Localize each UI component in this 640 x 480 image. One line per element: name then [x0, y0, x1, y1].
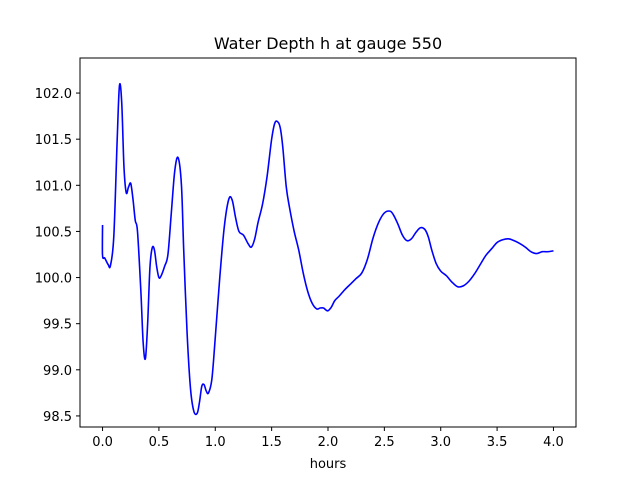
- x-tick-label: 1.0: [205, 435, 226, 450]
- series-line: [101, 82, 554, 416]
- chart-title: Water Depth h at gauge 550: [214, 34, 442, 53]
- y-tick-label: 99.5: [43, 318, 72, 333]
- x-tick-label: 0.5: [149, 435, 170, 450]
- y-tick-label: 100.5: [35, 225, 72, 240]
- y-axis: 98.5 99.0 99.5 100.0 100.5 101.0 101.5 102.0: [35, 87, 80, 425]
- plot-area: [101, 82, 554, 416]
- x-tick-label: 3.0: [430, 435, 451, 450]
- x-axis: 0.0 0.5 1.0 1.5 2.0 2.5 3.0 3.5 4.0: [92, 427, 564, 450]
- y-tick-label: 99.0: [43, 364, 72, 379]
- y-tick-label: 98.5: [43, 410, 72, 425]
- x-tick-label: 0.0: [92, 435, 113, 450]
- y-tick-label: 100.0: [35, 272, 72, 287]
- x-tick-label: 2.0: [318, 435, 339, 450]
- x-axis-label: hours: [310, 457, 347, 472]
- y-tick-label: 101.5: [35, 133, 72, 148]
- x-tick-label: 2.5: [374, 435, 395, 450]
- x-tick-label: 3.5: [487, 435, 508, 450]
- y-tick-label: 101.0: [35, 179, 72, 194]
- x-tick-label: 1.5: [261, 435, 282, 450]
- y-tick-label: 102.0: [35, 87, 72, 102]
- x-tick-label: 4.0: [543, 435, 564, 450]
